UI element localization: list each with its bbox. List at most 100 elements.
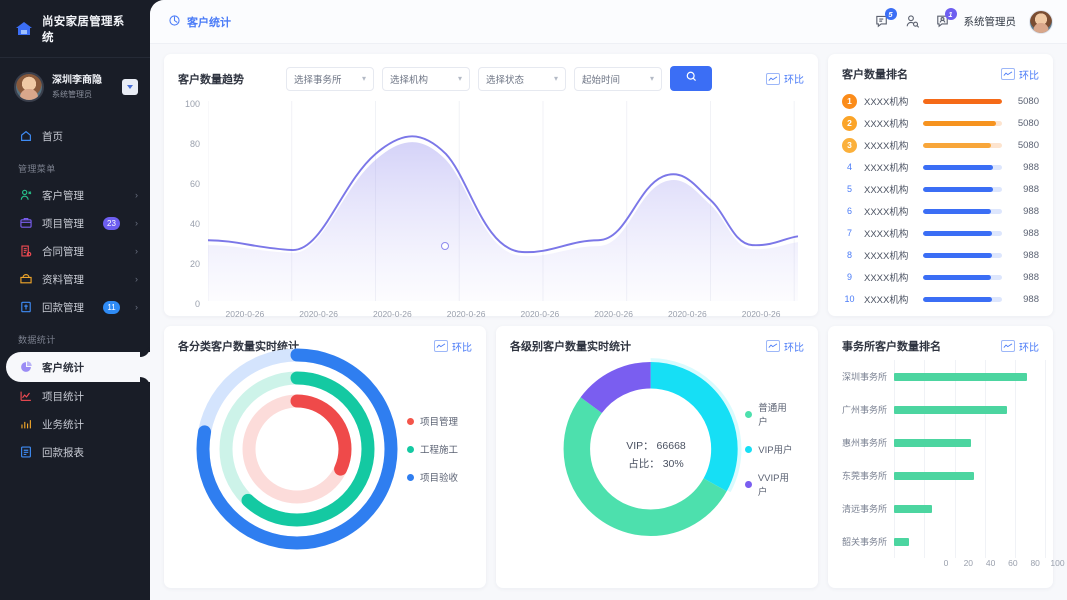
customer-trend-chart: 100 80 60 40 20 0 [178, 95, 804, 319]
y-tick: 20 [189, 259, 200, 269]
date-select[interactable]: 起始时间 ▾ [574, 66, 662, 91]
rank-row[interactable]: 3 XXXX机构 5080 [842, 134, 1039, 156]
rank-number: 4 [846, 162, 852, 172]
contract-icon [18, 244, 33, 259]
legend-label: 普通用户 [758, 403, 787, 428]
office-select[interactable]: 选择事务所 ▾ [286, 66, 374, 91]
x-tick: 100 [1050, 558, 1065, 568]
sidebar-item-business-stats[interactable]: 业务统计 [0, 410, 150, 438]
sidebar-item-project-stats[interactable]: 项目统计 [0, 382, 150, 410]
compare-toggle[interactable]: 环比 [1001, 339, 1039, 354]
sidebar-item-customer-stats[interactable]: 客户统计 [6, 352, 150, 382]
dashboard-content: 客户数量趋势 选择事务所 ▾ 选择机构 ▾ 选择状态 ▾ 起始时间 ▾ [150, 44, 1067, 600]
rank-row[interactable]: 2 XXXX机构 5080 [842, 112, 1039, 134]
office-bar-row[interactable]: 深圳事务所 [842, 360, 1039, 393]
profile-name: 深圳李商隐 [52, 74, 102, 86]
legend-item[interactable]: 项目管理 [406, 414, 458, 428]
rank-value: 988 [1023, 249, 1039, 261]
grid-line [1045, 360, 1047, 558]
office-bar-row[interactable]: 惠州事务所 [842, 426, 1039, 459]
project-icon [18, 216, 33, 231]
grid-line [1015, 360, 1017, 558]
topbar: 客户统计 5 1 系统管理员 [150, 0, 1067, 44]
x-tick: 2020-0-26 [594, 309, 633, 319]
rank-list: 1 XXXX机构 5080 2 XXXX机构 5080 3 XXXX机构 5080 4 XXXX机构… [842, 90, 1039, 310]
compare-label: 环比 [784, 342, 804, 354]
compare-toggle[interactable]: 环比 [434, 339, 472, 354]
sidebar-section-manage: 管理菜单 [18, 164, 56, 174]
chevron-down-icon: ▾ [361, 74, 366, 83]
sidebar-item-label: 回款管理 [42, 301, 84, 314]
rank-row[interactable]: 7 XXXX机构 988 [842, 222, 1039, 244]
dashboard-row-bottom: 各分类客户数量实时统计 环比 [164, 326, 1065, 588]
data-point-marker[interactable] [441, 242, 450, 250]
org-select[interactable]: 选择机构 ▾ [382, 66, 470, 91]
breadcrumb[interactable]: 客户统计 [168, 14, 231, 30]
compare-toggle[interactable]: 环比 [766, 71, 804, 86]
rank-row[interactable]: 10 XXXX机构 988 [842, 288, 1039, 310]
legend-item[interactable]: VIP用户 [745, 442, 796, 456]
compare-label: 环比 [784, 75, 804, 86]
office-bar-row[interactable]: 清远事务所 [842, 492, 1039, 525]
filter-bar: 选择事务所 ▾ 选择机构 ▾ 选择状态 ▾ 起始时间 ▾ [286, 66, 712, 91]
sidebar-item-material-manage[interactable]: 资料管理 › [0, 265, 150, 293]
rank-org-name: XXXX机构 [864, 273, 909, 284]
compare-toggle[interactable]: 环比 [1001, 67, 1039, 82]
x-tick: 2020-0-26 [446, 309, 486, 319]
chevron-right-icon: › [135, 246, 138, 256]
trend-icon [766, 72, 780, 85]
sidebar-badge: 11 [103, 300, 120, 314]
sidebar-item-project-manage[interactable]: 项目管理 23 › [0, 209, 150, 237]
card-title: 客户数量排名 [842, 69, 908, 81]
message-icon[interactable]: 5 [874, 8, 897, 30]
rank-row[interactable]: 4 XXXX机构 988 [842, 156, 1039, 178]
rank-org-name: XXXX机构 [864, 163, 909, 174]
legend-item[interactable]: 普通用户 [745, 400, 796, 428]
office-bar-fill [894, 504, 932, 513]
office-bar-row[interactable]: 韶关事务所 [842, 525, 1039, 558]
office-bar-row[interactable]: 东莞事务所 [842, 459, 1039, 492]
line-chart-icon [18, 389, 33, 404]
sidebar-item-home[interactable]: 首页 [0, 122, 150, 150]
customer-rank-card: 客户数量排名 环比 1 XXXX机构 5080 2 XXXX机构 5080 3 XXXX机构 5… [828, 54, 1053, 316]
sidebar-item-customer-manage[interactable]: 客户管理 › [0, 181, 150, 209]
user-search-icon[interactable] [904, 13, 921, 30]
card-header: 各级别客户数量实时统计 环比 [510, 338, 804, 354]
office-bar-fill [894, 438, 971, 447]
rank-row[interactable]: 8 XXXX机构 988 [842, 244, 1039, 266]
rank-row[interactable]: 9 XXXX机构 988 [842, 266, 1039, 288]
notice-icon[interactable]: 1 [934, 8, 957, 30]
rank-bar [923, 230, 1002, 236]
sidebar-item-contract-manage[interactable]: 合同管理 › [0, 237, 150, 265]
trend-icon [1001, 340, 1015, 352]
rank-number: 6 [846, 206, 852, 216]
chevron-down-icon[interactable] [122, 79, 138, 95]
rank-number: 7 [846, 228, 852, 238]
rank-row[interactable]: 5 XXXX机构 988 [842, 178, 1039, 200]
sidebar-item-payment-manage[interactable]: 回款管理 11 › [0, 293, 150, 321]
search-button[interactable] [670, 66, 712, 91]
rank-bar-fill [923, 120, 997, 126]
sidebar-item-label: 合同管理 [42, 245, 84, 258]
office-rank-card: 事务所客户数量排名 环比 深圳事务所 广州事务所 惠州事务所 东莞事务所 清远事务所 韶关… [828, 326, 1065, 588]
legend-dot [745, 410, 753, 418]
legend-item[interactable]: VVIP用户 [745, 470, 796, 498]
office-bar-track [894, 459, 1039, 492]
pie-chart-icon [168, 14, 181, 30]
sidebar-profile[interactable]: 深圳李商隐 系统管理员 [0, 58, 150, 118]
avatar [14, 72, 44, 102]
legend-item[interactable]: 项目验收 [406, 470, 458, 484]
status-select[interactable]: 选择状态 ▾ [478, 66, 566, 91]
legend-dot [406, 445, 414, 453]
rank-number: 10 [844, 294, 855, 304]
rank-bar [923, 142, 1002, 148]
office-bar-row[interactable]: 广州事务所 [842, 393, 1039, 426]
legend-item[interactable]: 工程施工 [406, 442, 458, 456]
avatar[interactable] [1029, 9, 1053, 34]
rank-value: 5080 [1017, 95, 1039, 107]
sidebar-item-payment-report[interactable]: 回款报表 [0, 438, 150, 466]
rank-row[interactable]: 1 XXXX机构 5080 [842, 90, 1039, 112]
compare-toggle[interactable]: 环比 [766, 339, 804, 354]
pie-chart-icon [18, 360, 33, 375]
rank-row[interactable]: 6 XXXX机构 988 [842, 200, 1039, 222]
